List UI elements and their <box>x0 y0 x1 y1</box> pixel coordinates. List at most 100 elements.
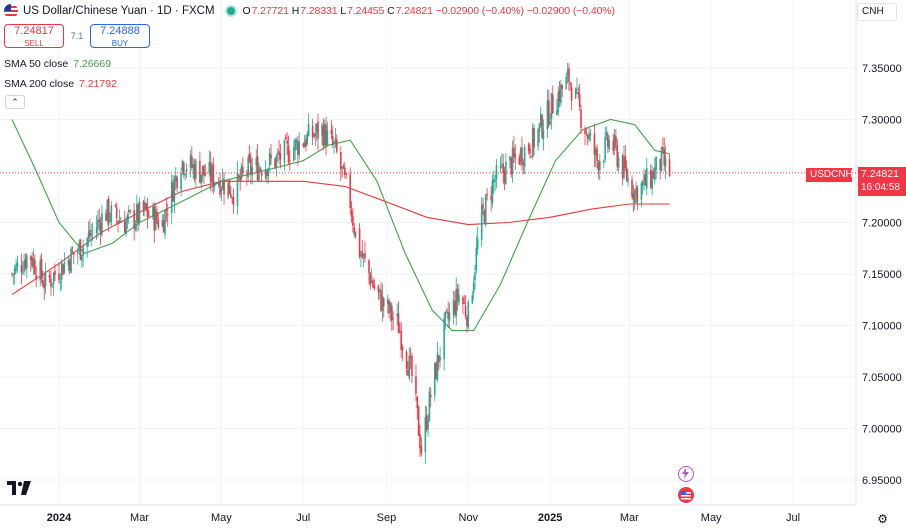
candle[interactable] <box>370 268 373 284</box>
candle[interactable] <box>335 134 338 154</box>
candle[interactable] <box>54 263 56 282</box>
candle[interactable] <box>617 151 620 172</box>
candle[interactable] <box>480 196 483 247</box>
candle[interactable] <box>268 147 271 172</box>
candle[interactable] <box>603 159 605 169</box>
candle[interactable] <box>157 213 160 231</box>
candle[interactable] <box>114 203 117 208</box>
candle[interactable] <box>236 161 239 215</box>
candle[interactable] <box>165 197 168 223</box>
candle[interactable] <box>386 294 389 314</box>
candle[interactable] <box>161 213 164 228</box>
candle[interactable] <box>596 144 598 169</box>
candle[interactable] <box>448 302 451 329</box>
candle[interactable] <box>240 162 243 181</box>
candle[interactable] <box>306 130 309 146</box>
candle[interactable] <box>201 165 204 182</box>
candle[interactable] <box>546 88 549 139</box>
candle[interactable] <box>471 291 474 305</box>
candle[interactable] <box>523 143 526 175</box>
candle[interactable] <box>264 160 267 181</box>
candle[interactable] <box>98 208 101 231</box>
candle[interactable] <box>220 185 223 202</box>
candle[interactable] <box>519 146 522 166</box>
candle[interactable] <box>349 167 351 214</box>
candle[interactable] <box>129 209 131 215</box>
candle[interactable] <box>110 201 113 228</box>
candle[interactable] <box>248 145 251 164</box>
candle[interactable] <box>541 113 543 140</box>
candle[interactable] <box>401 344 404 362</box>
lightning-event-icon[interactable] <box>678 466 694 482</box>
candle[interactable] <box>392 311 394 330</box>
candle[interactable] <box>419 424 421 457</box>
candle[interactable] <box>510 156 513 178</box>
candle[interactable] <box>125 217 127 237</box>
candle[interactable] <box>136 194 138 232</box>
candle[interactable] <box>315 122 318 142</box>
collapse-legend-button[interactable]: ⌃ <box>5 95 25 109</box>
candle[interactable] <box>162 214 165 233</box>
candle[interactable] <box>466 315 468 333</box>
candle[interactable] <box>649 163 652 190</box>
candle[interactable] <box>307 113 310 137</box>
candle[interactable] <box>322 118 325 150</box>
candle[interactable] <box>624 145 627 172</box>
candle[interactable] <box>106 199 109 226</box>
candle[interactable] <box>388 298 390 319</box>
candle[interactable] <box>417 405 420 436</box>
candle[interactable] <box>499 156 502 174</box>
candle[interactable] <box>345 171 347 179</box>
candle[interactable] <box>486 187 488 201</box>
candle[interactable] <box>342 163 345 170</box>
candle[interactable] <box>476 226 479 255</box>
candle[interactable] <box>415 364 417 401</box>
candle[interactable] <box>321 122 323 146</box>
candle[interactable] <box>101 205 103 238</box>
candle[interactable] <box>221 168 224 191</box>
candle[interactable] <box>180 167 182 197</box>
candle[interactable] <box>635 181 637 204</box>
candle[interactable] <box>578 83 581 111</box>
candle[interactable] <box>655 156 657 179</box>
candle[interactable] <box>615 129 617 151</box>
candle[interactable] <box>586 133 589 146</box>
candle[interactable] <box>119 217 122 224</box>
candle[interactable] <box>389 301 392 322</box>
candle[interactable] <box>425 406 428 433</box>
currency-button[interactable]: CNH <box>857 3 897 21</box>
candle[interactable] <box>146 197 149 229</box>
candle[interactable] <box>20 253 23 285</box>
candle[interactable] <box>409 347 412 370</box>
candle[interactable] <box>59 273 62 292</box>
candle[interactable] <box>67 256 70 272</box>
candle[interactable] <box>24 253 27 271</box>
candle[interactable] <box>362 253 365 268</box>
candle[interactable] <box>176 175 178 193</box>
candle[interactable] <box>279 144 282 169</box>
candle[interactable] <box>358 223 361 259</box>
candle[interactable] <box>436 341 439 383</box>
candle[interactable] <box>613 128 616 156</box>
candle[interactable] <box>294 137 296 160</box>
candle[interactable] <box>381 283 384 322</box>
candle[interactable] <box>344 161 346 179</box>
candle[interactable] <box>446 308 448 314</box>
candle[interactable] <box>353 222 356 238</box>
candle[interactable] <box>199 151 201 184</box>
candle[interactable] <box>25 253 28 279</box>
candle[interactable] <box>117 220 119 233</box>
candle[interactable] <box>164 209 166 239</box>
candle[interactable] <box>584 126 586 146</box>
candle[interactable] <box>192 158 194 179</box>
candle[interactable] <box>561 84 564 98</box>
candle[interactable] <box>40 253 43 284</box>
candle[interactable] <box>569 81 572 91</box>
candle[interactable] <box>597 160 600 179</box>
candle[interactable] <box>452 290 455 325</box>
candle[interactable] <box>293 139 295 162</box>
candle[interactable] <box>530 155 533 158</box>
candle[interactable] <box>42 270 44 288</box>
candle[interactable] <box>21 260 24 275</box>
